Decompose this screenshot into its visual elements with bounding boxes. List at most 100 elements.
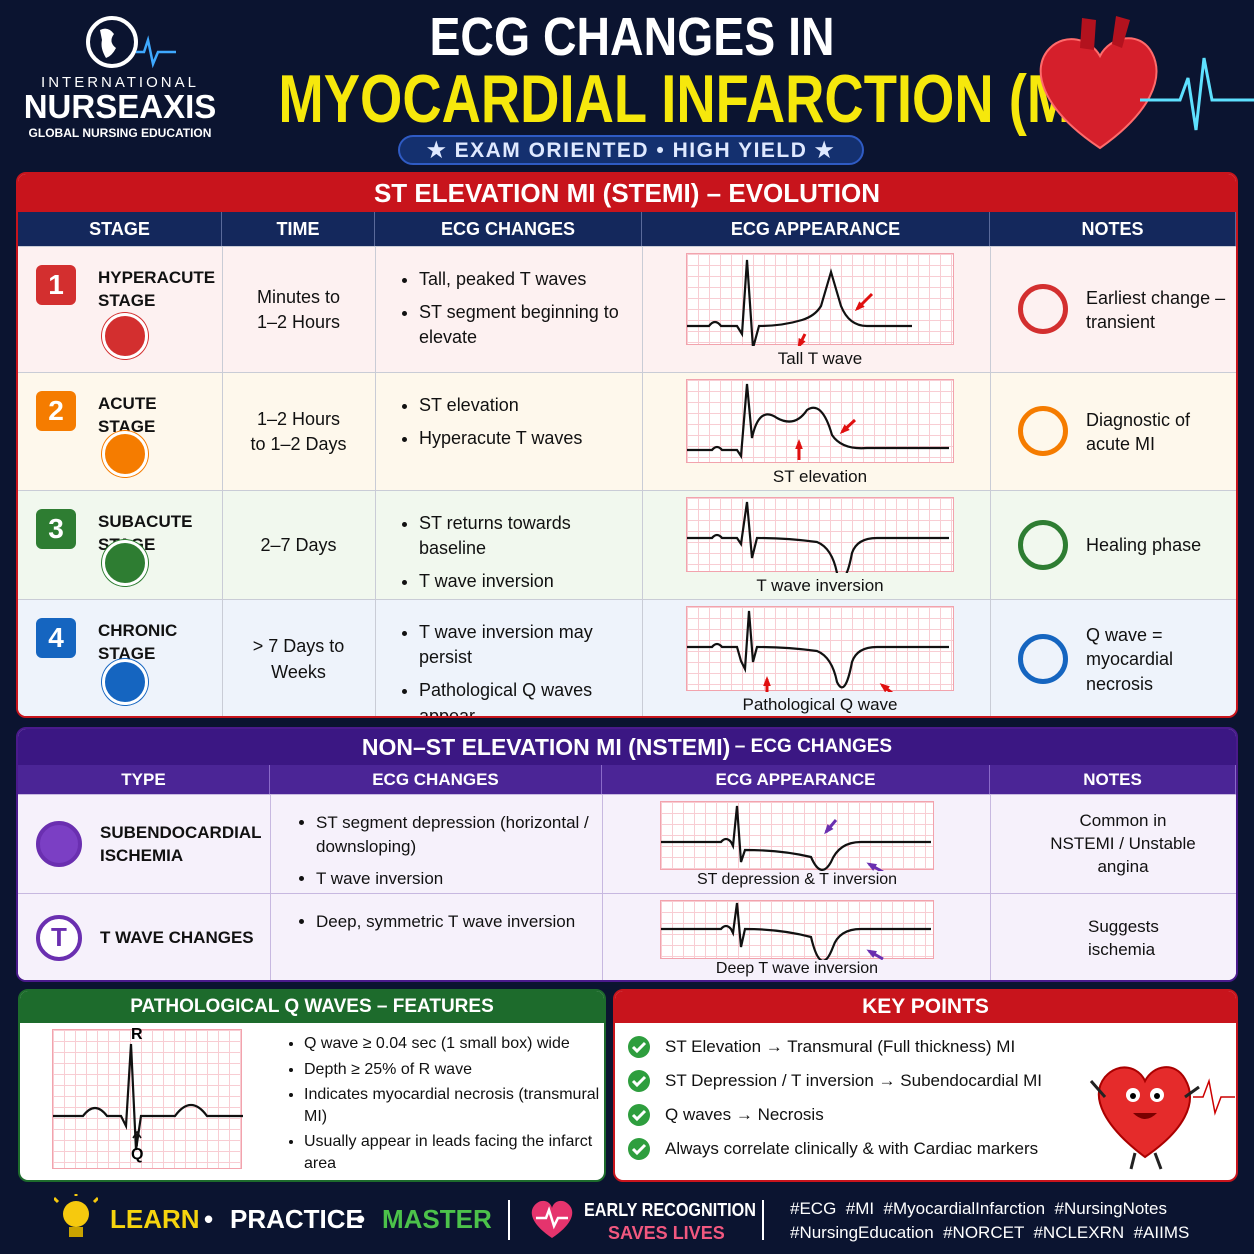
arrow-head bbox=[879, 683, 890, 693]
column-divider bbox=[270, 795, 271, 894]
nstemi-row: T T WAVE CHANGES Deep, symmetric T wave in… bbox=[18, 893, 1236, 980]
footer-early: EARLY RECOGNITION bbox=[584, 1200, 756, 1220]
column-divider bbox=[990, 894, 991, 980]
column-header: TIME bbox=[222, 212, 375, 246]
key-point: ST Depression / T inversion → Subendocar… bbox=[627, 1069, 1087, 1093]
key-point: Q waves → Necrosis bbox=[627, 1103, 1087, 1127]
stemi-row: 4 CHRONIC STAGE > 7 Days to Weeks T wave in… bbox=[18, 599, 1236, 716]
q-feature: Depth ≥ 25% of R wave bbox=[304, 1059, 602, 1081]
footer-learn: LEARN bbox=[110, 1204, 200, 1234]
ecg-line bbox=[687, 259, 912, 349]
ecg-line bbox=[687, 501, 949, 580]
arrow-head bbox=[866, 862, 877, 871]
stage-number: 3 bbox=[36, 509, 76, 549]
footer-saves: SAVES LIVES bbox=[608, 1223, 725, 1243]
column-divider bbox=[375, 600, 376, 716]
check-icon bbox=[628, 1138, 650, 1160]
column-divider bbox=[222, 491, 223, 600]
stage-time: 2–7 Days bbox=[260, 534, 337, 555]
footer-divider bbox=[508, 1200, 510, 1240]
column-divider bbox=[222, 373, 223, 491]
table-header: TYPE ECG CHANGES ECG APPEARANCE NOTES bbox=[18, 765, 1236, 794]
hashtags-1: #ECG #MI #MyocardialInfarction #NursingN… bbox=[790, 1199, 1167, 1218]
column-header: STAGE bbox=[18, 212, 222, 246]
stage-time: 1–2 Hours to 1–2 Days bbox=[250, 408, 347, 454]
check-mark bbox=[631, 1109, 647, 1122]
note-text: Q wave = myocardial necrosis bbox=[1086, 625, 1174, 694]
nstemi-title-suffix: – ECG CHANGES bbox=[734, 736, 893, 757]
nstemi-title-bar: NON–ST ELEVATION MI (NSTEMI) – ECG CHANG… bbox=[18, 729, 1236, 765]
ecg-line bbox=[661, 902, 931, 962]
check-icon bbox=[628, 1036, 650, 1058]
ecg-label: Tall T wave bbox=[777, 349, 863, 368]
type-name: SUBENDOCARDIAL ISCHEMIA bbox=[100, 822, 262, 865]
ecg-label: ST elevation bbox=[772, 467, 868, 486]
check-mark bbox=[631, 1041, 647, 1054]
type-icon: T bbox=[36, 914, 82, 961]
column-divider bbox=[990, 491, 991, 600]
brand-sub: GLOBAL NURSING EDUCATION bbox=[28, 126, 212, 140]
q-wave-strip: R Q bbox=[52, 1026, 243, 1169]
nstemi-panel: NON–ST ELEVATION MI (NSTEMI) – ECG CHANG… bbox=[16, 727, 1238, 982]
change-item: Hyperacute T waves bbox=[419, 426, 627, 451]
arrow-head bbox=[763, 676, 771, 687]
stage-number: 4 bbox=[36, 618, 76, 658]
column-divider bbox=[602, 894, 603, 980]
ecg-trace bbox=[687, 501, 949, 590]
column-divider bbox=[222, 600, 223, 716]
q-waves-title: PATHOLOGICAL Q WAVES – FEATURES bbox=[20, 991, 604, 1023]
column-divider bbox=[270, 894, 271, 980]
stage-number: 1 bbox=[36, 265, 76, 305]
column-divider bbox=[990, 373, 991, 491]
column-divider bbox=[642, 247, 643, 373]
title-line2: MYOCARDIAL INFARCTION (MI) bbox=[278, 61, 1106, 137]
key-points-panel: KEY POINTS ST Elevation → Transmural (Fu… bbox=[613, 989, 1238, 1182]
column-header: ECG APPEARANCE bbox=[642, 212, 990, 246]
ecg-strip bbox=[686, 606, 954, 699]
note-text: Earliest change – transient bbox=[1086, 287, 1226, 332]
footer-practice: PRACTICE bbox=[230, 1204, 363, 1234]
bulb-icon bbox=[54, 1194, 98, 1237]
footer-divider bbox=[762, 1200, 764, 1240]
change-item: Tall, peaked T waves bbox=[419, 267, 627, 292]
note-icon bbox=[1018, 406, 1068, 456]
column-divider bbox=[990, 600, 991, 716]
ecg-label: ST depression & T inversion bbox=[696, 871, 898, 888]
stage-number: 2 bbox=[36, 391, 76, 431]
ecg-trace bbox=[661, 902, 931, 962]
stage-name: ACUTE STAGE bbox=[98, 394, 157, 436]
key-point-text: ST Elevation → Transmural (Full thicknes… bbox=[665, 1037, 1016, 1056]
q-feature-list: Q wave ≥ 0.04 sec (1 small box) wide Dept… bbox=[282, 1033, 602, 1179]
column-divider bbox=[642, 491, 643, 600]
q-waves-panel: PATHOLOGICAL Q WAVES – FEATURES R Q Q wa… bbox=[18, 989, 606, 1182]
stage-time: Minutes to 1–2 Hours bbox=[256, 286, 341, 332]
stage-time: > 7 Days to Weeks bbox=[252, 636, 345, 682]
column-header: NOTES bbox=[990, 212, 1236, 246]
arrow-head bbox=[824, 824, 834, 835]
stage-icon bbox=[102, 313, 148, 359]
check-icon bbox=[628, 1104, 650, 1126]
ecg-strip bbox=[660, 801, 934, 874]
note-text: Diagnostic of acute MI bbox=[1086, 409, 1191, 454]
column-divider bbox=[642, 600, 643, 716]
column-divider bbox=[602, 795, 603, 894]
stage-icon bbox=[102, 540, 148, 586]
ecg-trace bbox=[661, 805, 931, 874]
stage-icon bbox=[102, 659, 148, 705]
nstemi-row: SUBENDOCARDIAL ISCHEMIA ST segment depres… bbox=[18, 794, 1236, 894]
ecg-trace bbox=[687, 259, 912, 349]
title-line1: ECG CHANGES IN bbox=[429, 7, 835, 67]
q-feature: Usually appear in leads facing the infar… bbox=[304, 1131, 602, 1174]
change-item: Pathological Q waves appear bbox=[419, 678, 627, 716]
stage-name: CHRONIC STAGE bbox=[98, 621, 178, 663]
heart-mascot bbox=[1089, 1066, 1235, 1170]
change-list: T wave inversion may persist Pathological… bbox=[397, 620, 627, 716]
check-icon bbox=[628, 1070, 650, 1092]
key-point-text: ST Depression / T inversion → Subendocar… bbox=[665, 1071, 1043, 1090]
change-list: Tall, peaked T waves ST segment beginning… bbox=[397, 267, 627, 359]
ecg-trace bbox=[687, 383, 949, 460]
column-divider bbox=[375, 491, 376, 600]
arrow-head bbox=[795, 439, 803, 450]
logo-globe bbox=[86, 16, 176, 69]
